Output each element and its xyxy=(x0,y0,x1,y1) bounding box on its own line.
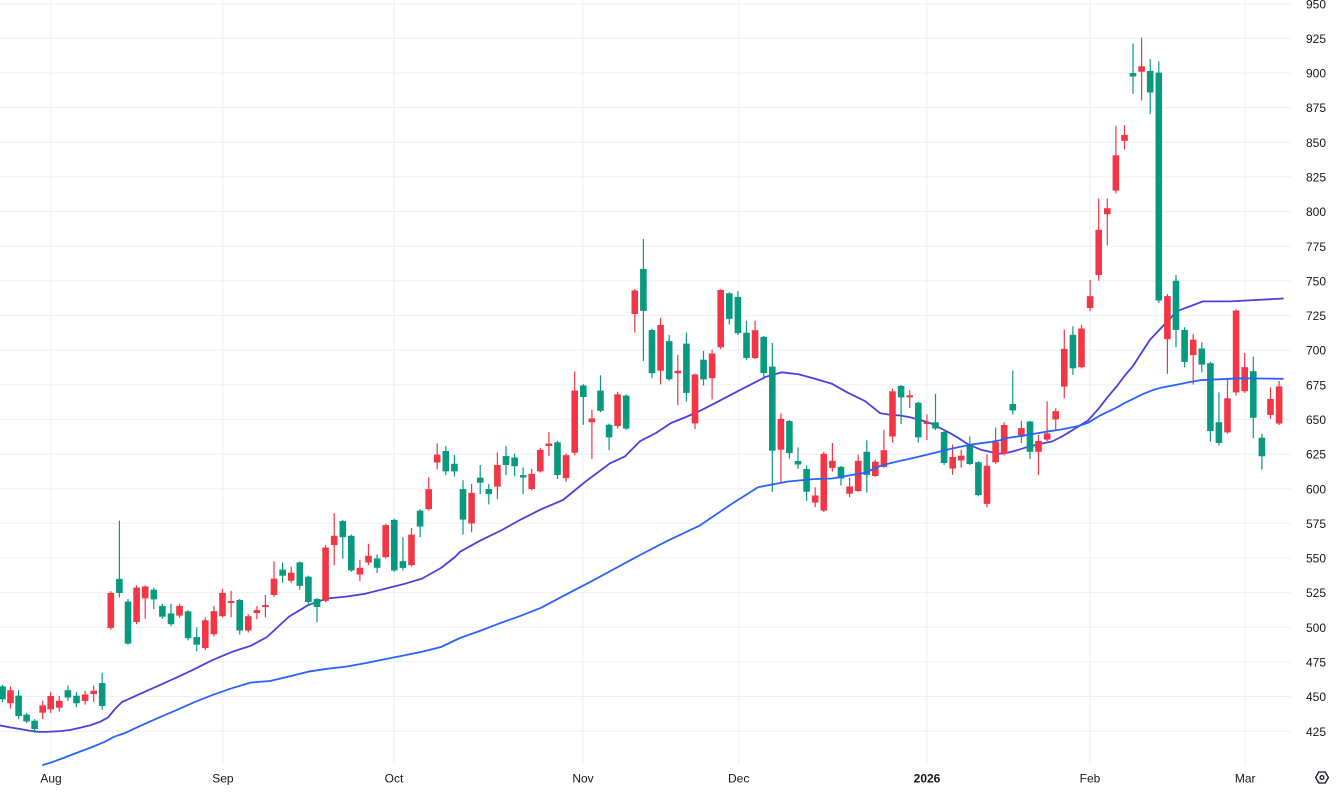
svg-text:775: 775 xyxy=(1306,240,1326,254)
svg-text:600: 600 xyxy=(1306,482,1326,496)
svg-text:700: 700 xyxy=(1306,344,1326,358)
svg-text:875: 875 xyxy=(1306,101,1326,115)
svg-text:675: 675 xyxy=(1306,378,1326,392)
svg-text:850: 850 xyxy=(1306,136,1326,150)
svg-text:800: 800 xyxy=(1306,205,1326,219)
svg-text:Aug: Aug xyxy=(40,771,61,785)
svg-text:575: 575 xyxy=(1306,517,1326,531)
svg-text:625: 625 xyxy=(1306,448,1326,462)
svg-text:925: 925 xyxy=(1306,32,1326,46)
svg-text:Mar: Mar xyxy=(1235,771,1256,785)
svg-text:825: 825 xyxy=(1306,171,1326,185)
svg-text:550: 550 xyxy=(1306,552,1326,566)
svg-text:900: 900 xyxy=(1306,67,1326,81)
svg-text:475: 475 xyxy=(1306,656,1326,670)
svg-text:650: 650 xyxy=(1306,413,1326,427)
svg-text:2026: 2026 xyxy=(914,771,941,785)
svg-text:525: 525 xyxy=(1306,586,1326,600)
svg-text:Oct: Oct xyxy=(385,771,404,785)
svg-text:Nov: Nov xyxy=(572,771,593,785)
svg-text:950: 950 xyxy=(1306,0,1326,11)
svg-text:Feb: Feb xyxy=(1080,771,1101,785)
svg-text:425: 425 xyxy=(1306,725,1326,739)
svg-text:750: 750 xyxy=(1306,274,1326,288)
svg-text:Dec: Dec xyxy=(728,771,749,785)
svg-text:Sep: Sep xyxy=(212,771,234,785)
svg-text:500: 500 xyxy=(1306,621,1326,635)
svg-text:450: 450 xyxy=(1306,690,1326,704)
svg-text:725: 725 xyxy=(1306,309,1326,323)
